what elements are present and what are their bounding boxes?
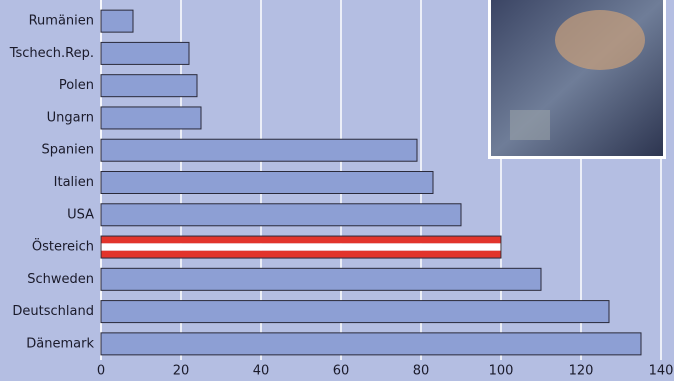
bar bbox=[100, 74, 198, 98]
photo bbox=[488, 0, 666, 159]
x-tick-label: 40 bbox=[253, 364, 270, 379]
y-tick-label: Deutschland bbox=[12, 304, 94, 319]
photo-detail bbox=[510, 110, 550, 140]
y-tick-label: Spanien bbox=[41, 143, 94, 158]
x-tick-label: 0 bbox=[97, 364, 105, 379]
bar bbox=[100, 106, 202, 130]
bar-stripe bbox=[101, 243, 501, 251]
bar bbox=[100, 203, 462, 227]
bar bbox=[100, 171, 434, 194]
y-tick-label: Ungarn bbox=[47, 110, 94, 125]
y-tick-label: Rumänien bbox=[29, 14, 94, 29]
x-tick-label: 80 bbox=[413, 364, 430, 379]
bar-stripe bbox=[101, 236, 501, 244]
x-tick-label: 120 bbox=[569, 364, 594, 379]
y-tick-label: Schweden bbox=[27, 272, 94, 287]
x-tick-label: 140 bbox=[649, 364, 674, 379]
x-tick-label: 20 bbox=[173, 364, 190, 379]
y-tick-label: Tschech.Rep. bbox=[9, 46, 94, 61]
y-tick-label: Östereich bbox=[32, 238, 94, 255]
y-tick-label: Dänemark bbox=[26, 336, 94, 351]
bar bbox=[100, 9, 134, 33]
bar bbox=[100, 332, 642, 356]
bar bbox=[100, 267, 542, 291]
bar bbox=[100, 41, 190, 65]
bar bbox=[100, 300, 610, 324]
y-tick-label: Polen bbox=[59, 78, 94, 93]
plot-area: 0 20 40 60 80 100 120 140 Rumänien Tschech.Rep. Po… bbox=[9, 0, 674, 379]
bar bbox=[100, 235, 502, 259]
bar-stripe bbox=[101, 250, 501, 259]
x-tick-label: 60 bbox=[333, 364, 350, 379]
y-tick-label: Italien bbox=[54, 175, 94, 190]
x-tick-label: 100 bbox=[489, 364, 514, 379]
y-tick-label: USA bbox=[67, 207, 94, 222]
photo-detail bbox=[555, 10, 645, 70]
bar bbox=[100, 138, 418, 162]
